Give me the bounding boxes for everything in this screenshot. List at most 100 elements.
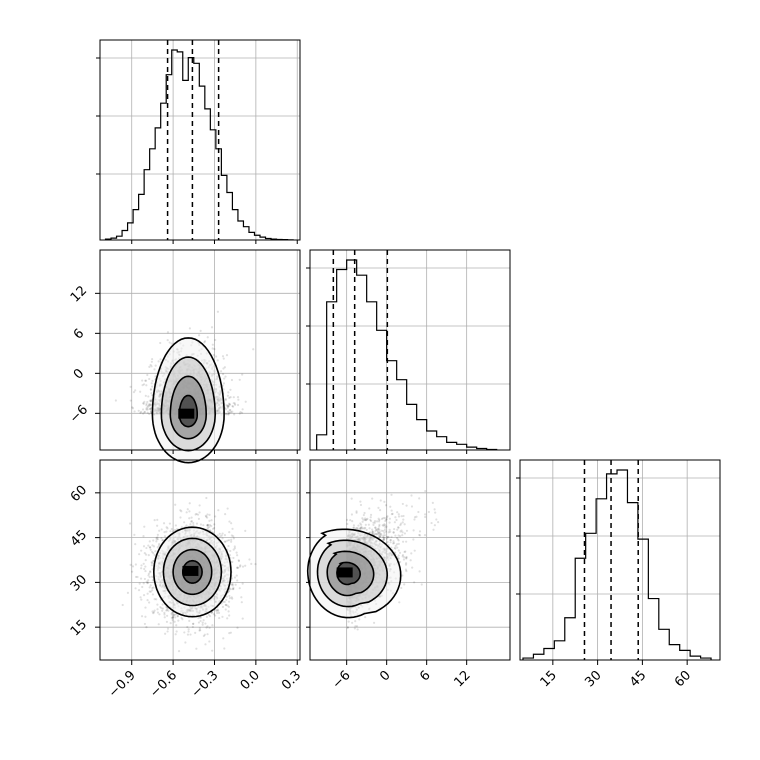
scatter-point bbox=[227, 405, 230, 408]
scatter-point bbox=[231, 527, 234, 530]
panel-frame bbox=[309, 249, 511, 451]
scatter-point bbox=[143, 410, 146, 413]
scatter-point bbox=[129, 399, 132, 402]
scatter-point bbox=[175, 624, 178, 627]
scatter-point bbox=[227, 404, 230, 408]
scatter-point bbox=[134, 389, 137, 392]
panel-frame bbox=[519, 459, 721, 661]
scatter-point bbox=[217, 609, 220, 612]
scatter-point bbox=[226, 405, 229, 408]
scatter-point bbox=[142, 412, 145, 415]
scatter-point bbox=[114, 399, 117, 402]
scatter-point bbox=[151, 610, 154, 613]
scatter-point bbox=[150, 382, 153, 385]
scatter-point bbox=[230, 538, 233, 541]
scatter-point bbox=[143, 411, 146, 414]
scatter-point bbox=[211, 527, 215, 531]
scatter-point bbox=[170, 612, 173, 615]
scatter-point bbox=[234, 583, 237, 586]
scatter-point bbox=[223, 534, 227, 537]
scatter-point bbox=[222, 600, 225, 603]
scatter-point bbox=[224, 398, 227, 402]
scatter-point bbox=[201, 621, 204, 624]
scatter-point bbox=[233, 402, 236, 405]
scatter-point bbox=[159, 341, 162, 345]
scatter-point bbox=[144, 394, 147, 397]
scatter-point bbox=[214, 515, 217, 518]
scatter-point bbox=[176, 614, 179, 618]
scatter-point bbox=[146, 406, 149, 409]
scatter-point bbox=[227, 544, 230, 548]
scatter-point bbox=[211, 649, 214, 652]
scatter-point bbox=[241, 408, 244, 411]
panel-frame bbox=[99, 249, 301, 451]
scatter-point bbox=[160, 607, 163, 610]
histogram-step-1 bbox=[316, 259, 498, 451]
scatter-point bbox=[166, 630, 169, 633]
scatter-point bbox=[235, 574, 238, 577]
scatter-point bbox=[224, 603, 227, 607]
scatter-point bbox=[145, 407, 148, 410]
scatter-point bbox=[206, 526, 209, 529]
scatter-point bbox=[141, 384, 144, 387]
scatter-point bbox=[199, 616, 203, 619]
scatter-point bbox=[140, 598, 143, 601]
scatter-point bbox=[211, 343, 214, 346]
scatter-point bbox=[231, 405, 235, 408]
scatter-point bbox=[134, 575, 138, 579]
scatter-point bbox=[150, 575, 154, 578]
scatter-point bbox=[222, 367, 225, 370]
scatter-point bbox=[143, 577, 147, 581]
scatter-point bbox=[232, 401, 235, 405]
scatter-point bbox=[148, 545, 152, 549]
scatter-point bbox=[241, 617, 244, 620]
scatter-point bbox=[228, 411, 231, 414]
scatter-point bbox=[187, 630, 190, 633]
scatter-point bbox=[141, 585, 144, 589]
scatter-point bbox=[211, 624, 214, 627]
scatter-point bbox=[145, 404, 148, 407]
scatter-point bbox=[208, 523, 212, 527]
scatter-point bbox=[150, 550, 154, 553]
scatter-point bbox=[146, 592, 149, 595]
scatter-point bbox=[205, 626, 208, 629]
scatter-point bbox=[236, 566, 239, 569]
scatter-point bbox=[149, 408, 152, 411]
scatter-point bbox=[189, 633, 192, 636]
scatter-point bbox=[199, 619, 202, 623]
scatter-point bbox=[227, 539, 231, 542]
scatter-point bbox=[131, 570, 134, 573]
scatter-point bbox=[194, 631, 197, 635]
scatter-point bbox=[171, 616, 174, 619]
scatter-point bbox=[150, 365, 153, 368]
scatter-point bbox=[197, 621, 201, 624]
scatter-point bbox=[206, 513, 209, 516]
scatter-point bbox=[192, 524, 195, 527]
scatter-point bbox=[155, 540, 158, 543]
scatter-point bbox=[188, 510, 191, 513]
scatter-point bbox=[213, 348, 216, 351]
scatter-point bbox=[238, 587, 241, 590]
scatter-point bbox=[228, 596, 231, 600]
scatter-point bbox=[240, 601, 243, 604]
scatter-point bbox=[240, 411, 244, 414]
scatter-point bbox=[166, 331, 170, 334]
scatter-point bbox=[208, 513, 211, 516]
scatter-point bbox=[146, 582, 149, 585]
scatter-point bbox=[227, 413, 230, 416]
scatter-point bbox=[148, 586, 151, 589]
scatter-point bbox=[165, 526, 168, 529]
scatter-point bbox=[180, 526, 183, 529]
scatter-point bbox=[237, 559, 240, 562]
scatter-point bbox=[195, 522, 199, 525]
scatter-point bbox=[140, 615, 144, 618]
scatter-point bbox=[185, 524, 188, 527]
scatter-point bbox=[170, 342, 173, 345]
scatter-point bbox=[194, 513, 197, 516]
scatter-point bbox=[186, 508, 189, 511]
scatter-point bbox=[142, 534, 145, 538]
scatter-point bbox=[143, 400, 146, 403]
scatter-point bbox=[152, 612, 155, 615]
scatter-point bbox=[232, 396, 235, 399]
panel-frame bbox=[99, 39, 301, 241]
